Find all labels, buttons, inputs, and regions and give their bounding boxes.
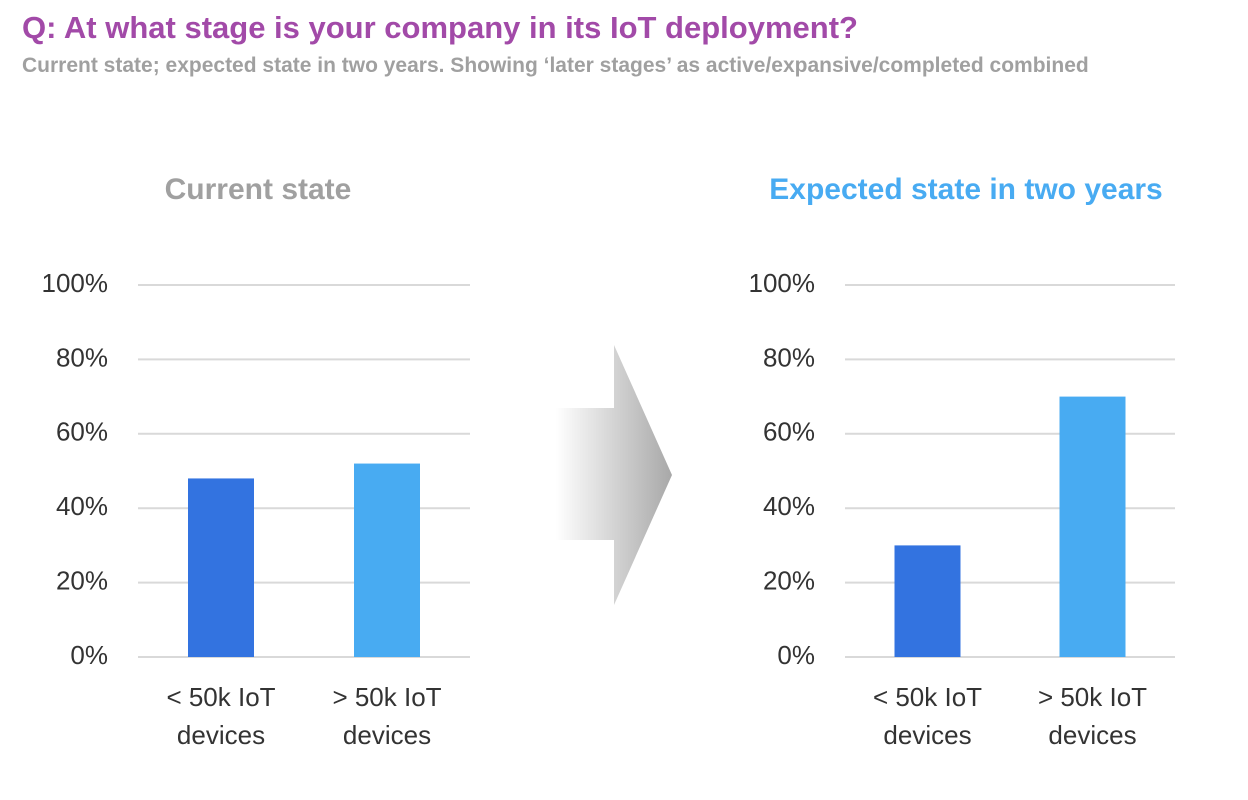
y-tick-label: 80% [763,342,815,372]
x-tick-label: < 50k IoT devices [872,682,983,750]
y-tick-label: 60% [56,417,108,447]
page-title: Q: At what stage is your company in its … [22,10,858,45]
y-tick-label: 100% [42,268,109,298]
chart-title: Expected state in two years [769,173,1163,206]
chart-title: Current state [165,173,352,206]
bar [354,463,420,657]
y-tick-label: 40% [763,491,815,521]
bar [188,478,254,657]
y-tick-label: 60% [763,417,815,447]
bar [1059,396,1126,657]
bar [894,545,961,657]
y-tick-label: 40% [56,491,108,521]
y-tick-label: 0% [70,640,108,670]
x-tick-label: < 50k IoT devices [166,682,276,750]
y-tick-label: 80% [56,342,108,372]
x-tick-label: > 50k IoT devices [332,682,442,750]
y-tick-label: 20% [56,565,108,595]
y-tick-label: 0% [777,640,815,670]
y-tick-label: 20% [763,565,815,595]
arrow [556,345,672,605]
x-tick-label: > 50k IoT devices [1037,682,1148,750]
y-tick-label: 100% [749,268,816,298]
page-subtitle: Current state; expected state in two yea… [22,54,1089,77]
